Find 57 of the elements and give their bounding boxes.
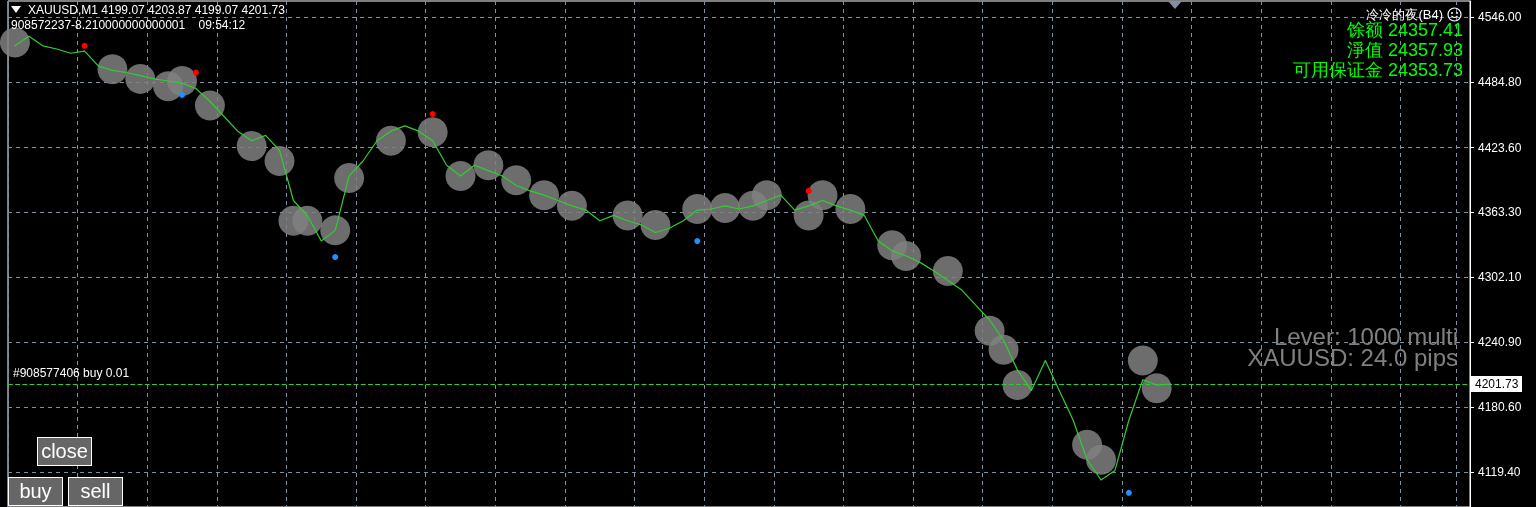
point xyxy=(332,254,339,261)
annotation: buy xyxy=(8,477,63,506)
point xyxy=(1086,444,1117,475)
point xyxy=(807,180,838,211)
point xyxy=(612,200,643,231)
annotation: 淨值 24357.93 xyxy=(1346,39,1463,61)
text: 4201.73 xyxy=(1471,376,1523,393)
point xyxy=(1127,345,1158,376)
point xyxy=(640,210,671,241)
chart-title: XAUUSD,M1 4199.07 4203.87 4199.07 4201.73 xyxy=(28,3,285,17)
annotation: sell xyxy=(68,477,123,506)
y-tick-label: 4119.40 xyxy=(1478,465,1521,480)
point xyxy=(375,125,406,156)
y-tick-label: 4302.10 xyxy=(1478,270,1522,285)
point xyxy=(932,255,963,286)
point xyxy=(1141,373,1172,404)
point xyxy=(445,160,476,191)
point xyxy=(192,69,199,76)
point xyxy=(81,42,88,49)
y-tick-label: 4363.30 xyxy=(1478,204,1522,219)
point xyxy=(264,146,295,177)
point xyxy=(1125,489,1132,496)
point xyxy=(710,192,741,223)
point xyxy=(179,91,186,98)
annotation: 冷冷的夜(B4) xyxy=(1366,6,1443,22)
point xyxy=(835,194,866,225)
point xyxy=(292,205,323,236)
point xyxy=(194,90,225,121)
y-tick-label: 4484.80 xyxy=(1478,75,1522,90)
point xyxy=(988,334,1019,365)
point xyxy=(97,54,128,85)
point xyxy=(0,27,30,58)
ref-line-label: #908577406 buy 0.01 xyxy=(13,366,130,381)
point xyxy=(556,190,587,221)
point xyxy=(501,165,532,196)
annotation: close xyxy=(37,437,92,466)
point xyxy=(891,240,922,271)
point xyxy=(320,215,351,246)
y-tick-label: 4240.90 xyxy=(1478,335,1522,350)
point xyxy=(751,180,782,211)
point xyxy=(236,131,267,162)
point xyxy=(805,187,812,194)
y-tick-label: 4423.60 xyxy=(1478,140,1522,155)
point xyxy=(529,180,560,211)
y-tick-label: 4180.60 xyxy=(1478,399,1522,414)
point xyxy=(1002,370,1033,401)
annotation: 可用保证金 24353.73 xyxy=(1292,59,1463,82)
point xyxy=(167,66,198,96)
point xyxy=(334,163,365,194)
y-tick-label: 4546.00 xyxy=(1478,10,1522,24)
point xyxy=(682,194,713,225)
point xyxy=(429,111,436,118)
point xyxy=(694,238,701,245)
point xyxy=(473,150,504,181)
point xyxy=(125,63,156,94)
text: 908572237-8.210000000000001 09:54:12 xyxy=(11,18,246,32)
point xyxy=(417,117,448,148)
